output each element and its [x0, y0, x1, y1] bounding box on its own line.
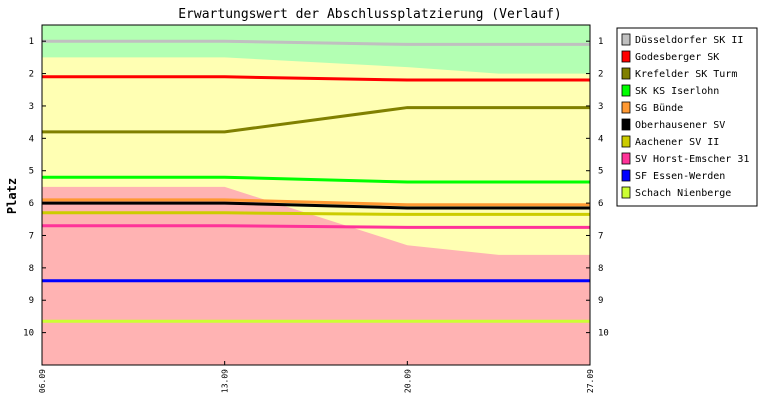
legend-label: Düsseldorfer SK II	[635, 35, 743, 46]
legend-label: SK KS Iserlohn	[635, 86, 719, 97]
legend-swatch	[621, 33, 631, 46]
legend-box	[616, 27, 758, 207]
y-tick-label-right: 3	[598, 102, 603, 112]
legend-swatch	[621, 67, 631, 80]
legend-label: SG Bünde	[635, 103, 683, 114]
legend-label: Krefelder SK Turm	[635, 69, 737, 80]
legend-swatch	[621, 84, 631, 97]
legend-swatch	[621, 135, 631, 148]
y-tick-label-right: 4	[598, 134, 603, 144]
y-tick-label-right: 9	[598, 296, 603, 306]
series-line-3	[42, 106, 590, 134]
legend-label: SF Essen-Werden	[635, 171, 725, 182]
series-line-7	[42, 211, 590, 216]
series-line-8	[42, 224, 590, 229]
legend-swatch	[621, 186, 631, 199]
y-tick-label-right: 2	[598, 70, 603, 80]
x-tick-label: 06.09	[38, 369, 47, 393]
y-tick-label-right: 6	[598, 199, 603, 209]
y-tick-label-left: 2	[29, 70, 34, 80]
series-line-4	[42, 175, 590, 184]
y-tick-label-left: 6	[29, 199, 34, 209]
y-tick-label-left: 8	[29, 264, 34, 274]
legend-label: Aachener SV II	[635, 137, 719, 148]
y-tick-label-right: 5	[598, 167, 603, 177]
series-line-5	[42, 198, 590, 207]
legend-swatch	[621, 50, 631, 63]
legend: Düsseldorfer SK II Godesberger SK Krefelde…	[616, 27, 758, 207]
x-tick-label: 20.09	[403, 369, 412, 393]
legend-label: Schach Nienberge	[635, 188, 731, 199]
legend-swatch	[621, 118, 631, 131]
y-tick-label-left: 7	[29, 231, 34, 241]
legend-swatch	[621, 169, 631, 182]
y-tick-label-left: 1	[29, 37, 34, 47]
y-tick-label-left: 10	[23, 329, 34, 339]
legend-swatch	[621, 152, 631, 165]
y-tick-label-right: 7	[598, 231, 603, 241]
y-tick-label-left: 4	[29, 134, 34, 144]
legend-label: SV Horst-Emscher 31	[635, 154, 749, 165]
series-lines-layer	[42, 39, 590, 323]
y-axis-label: Platz	[5, 178, 19, 214]
y-tick-label-left: 3	[29, 102, 34, 112]
x-tick-label: 27.09	[586, 369, 595, 393]
series-line-6	[42, 201, 590, 210]
y-tick-label-right: 10	[598, 329, 609, 339]
axes-layer: 1 1 2 2 3 3 4 4 5 5 6 6 7 7 8 8 9 9 10 10 06.09 13.09 20.09 27.…	[23, 24, 609, 393]
y-tick-label-right: 1	[598, 37, 603, 47]
chart-title: Erwartungswert der Abschlussplatzierung …	[178, 7, 562, 22]
legend-label: Oberhausener SV	[635, 120, 725, 131]
plot-frame	[41, 24, 591, 366]
y-tick-label-left: 5	[29, 167, 34, 177]
legend-label: Godesberger SK	[635, 52, 719, 63]
zone-promotion	[42, 25, 590, 74]
y-tick-label-left: 9	[29, 296, 34, 306]
x-tick-label: 13.09	[221, 369, 230, 393]
y-tick-label-right: 8	[598, 264, 603, 274]
series-line-1	[42, 39, 590, 46]
legend-swatch	[621, 101, 631, 114]
series-line-2	[42, 75, 590, 82]
